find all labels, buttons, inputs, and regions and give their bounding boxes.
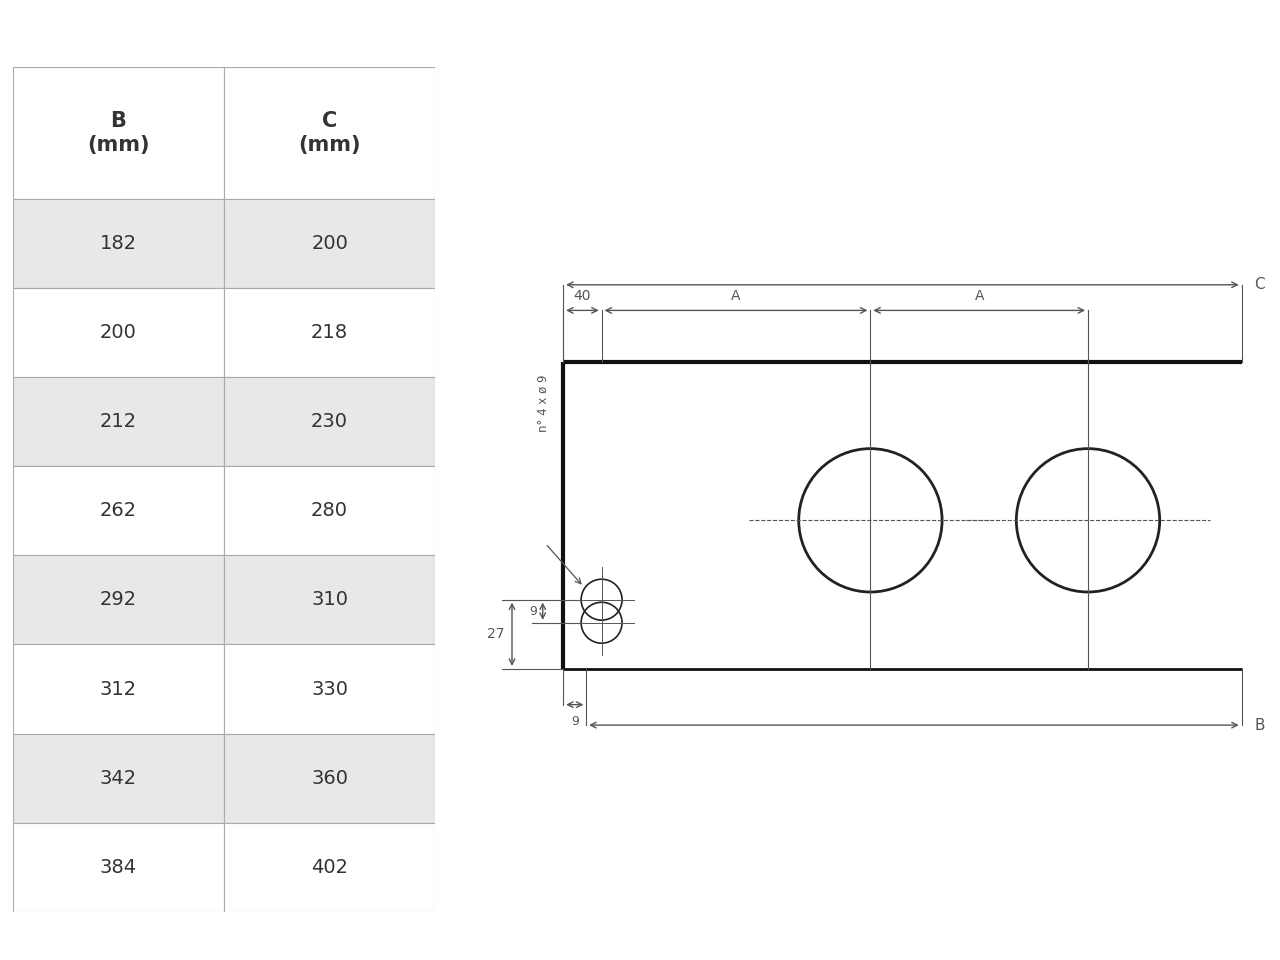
Text: 212: 212	[100, 412, 137, 431]
Text: 182: 182	[100, 233, 137, 252]
FancyBboxPatch shape	[13, 555, 224, 644]
Text: 27: 27	[486, 627, 504, 641]
Text: A: A	[974, 289, 984, 302]
Text: n° 4 x ø 9: n° 4 x ø 9	[536, 374, 549, 432]
FancyBboxPatch shape	[224, 733, 435, 823]
Text: 262: 262	[100, 501, 137, 520]
Text: 330: 330	[311, 680, 348, 699]
FancyBboxPatch shape	[224, 199, 435, 288]
FancyBboxPatch shape	[224, 67, 435, 199]
Text: 40: 40	[573, 289, 591, 302]
Text: 200: 200	[311, 233, 348, 252]
FancyBboxPatch shape	[224, 288, 435, 377]
Text: 218: 218	[311, 323, 348, 342]
FancyBboxPatch shape	[13, 467, 224, 555]
FancyBboxPatch shape	[13, 733, 224, 823]
Text: 9: 9	[571, 715, 579, 728]
FancyBboxPatch shape	[224, 377, 435, 467]
FancyBboxPatch shape	[224, 823, 435, 912]
FancyBboxPatch shape	[13, 199, 224, 288]
FancyBboxPatch shape	[13, 823, 224, 912]
Text: 200: 200	[100, 323, 137, 342]
Text: B
(mm): B (mm)	[87, 111, 150, 155]
Text: 312: 312	[100, 680, 137, 699]
Text: 310: 310	[311, 590, 348, 610]
FancyBboxPatch shape	[13, 288, 224, 377]
FancyBboxPatch shape	[224, 555, 435, 644]
FancyBboxPatch shape	[13, 67, 224, 199]
FancyBboxPatch shape	[224, 644, 435, 733]
Text: 402: 402	[311, 858, 348, 876]
Text: 9: 9	[530, 605, 538, 617]
FancyBboxPatch shape	[224, 467, 435, 555]
Text: A: A	[731, 289, 741, 302]
Text: 280: 280	[311, 501, 348, 520]
FancyBboxPatch shape	[13, 377, 224, 467]
Text: C
(mm): C (mm)	[298, 111, 361, 155]
Text: 342: 342	[100, 769, 137, 788]
Text: 360: 360	[311, 769, 348, 788]
Text: 292: 292	[100, 590, 137, 610]
Text: 384: 384	[100, 858, 137, 876]
Text: B: B	[1254, 718, 1265, 732]
FancyBboxPatch shape	[13, 644, 224, 733]
Text: C: C	[1254, 277, 1265, 292]
Text: 230: 230	[311, 412, 348, 431]
